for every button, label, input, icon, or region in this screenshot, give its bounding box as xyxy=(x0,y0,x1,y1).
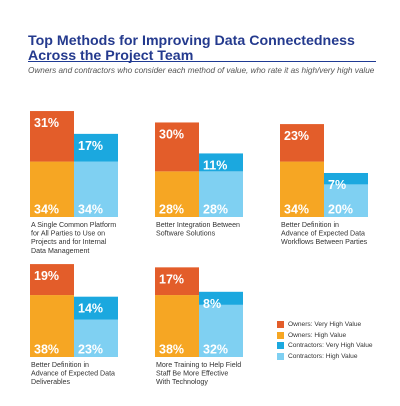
owners-high-bar-2 xyxy=(280,161,324,217)
legend-label: Contractors: High Value xyxy=(288,352,358,360)
category-label-2-line-1: Advance of Expected Data xyxy=(281,230,365,238)
chart-subtitle: Owners and contractors who consider each… xyxy=(28,66,375,75)
contractors-high-label-0: 34% xyxy=(78,203,103,217)
contractors-very-high-bar-1 xyxy=(199,153,243,172)
legend-item: Contractors: Very High Value xyxy=(277,340,373,351)
contractors-high-bar-4 xyxy=(199,304,243,357)
category-label-0-line-1: for All Parties to Use on xyxy=(31,230,105,238)
legend-item: Owners: High Value xyxy=(277,330,373,341)
owners-very-high-bar-2 xyxy=(280,124,324,162)
owners-very-high-bar-4 xyxy=(155,267,199,296)
legend-item: Contractors: High Value xyxy=(277,351,373,362)
owners-very-high-label-2: 23% xyxy=(284,129,309,143)
contractors-very-high-label-4: 8% xyxy=(203,297,221,311)
owners-high-label-3: 38% xyxy=(34,343,59,357)
contractors-high-label-4: 32% xyxy=(203,343,228,357)
category-label-3-line-0: Better Definition in xyxy=(31,361,89,369)
contractors-very-high-label-3: 14% xyxy=(78,302,103,316)
contractors-high-bar-1 xyxy=(199,171,243,217)
category-label-0-line-0: A Single Common Platform xyxy=(31,221,116,229)
owners-very-high-label-3: 19% xyxy=(34,269,59,283)
category-label-4-line-2: With Technology xyxy=(156,378,208,386)
owners-high-bar-1 xyxy=(155,171,199,217)
contractors-high-label-1: 28% xyxy=(203,203,228,217)
legend-label: Contractors: Very High Value xyxy=(288,342,373,350)
title-divider xyxy=(28,61,376,62)
owners-very-high-bar-1 xyxy=(155,122,199,172)
chart-legend: Owners: Very High Value Owners: High Valu… xyxy=(277,319,373,362)
owners-very-high-label-4: 17% xyxy=(159,272,184,286)
contractors-very-high-label-1: 11% xyxy=(203,158,227,172)
chart-title: Top Methods for Improving Data Connected… xyxy=(28,33,355,64)
contractors-very-high-bar-2 xyxy=(324,172,368,185)
contractors-very-high-bar-4 xyxy=(199,291,243,305)
owners-high-label-4: 38% xyxy=(159,343,184,357)
owners-very-high-bar-3 xyxy=(30,264,74,296)
contractors-very-high-label-2: 7% xyxy=(328,178,346,192)
legend-swatch xyxy=(277,342,284,350)
category-label-4-line-0: More Training to Help Field xyxy=(156,361,241,369)
contractors-very-high-bar-3 xyxy=(74,296,118,320)
contractors-very-high-bar-0 xyxy=(74,133,118,162)
legend-item: Owners: Very High Value xyxy=(277,319,373,330)
category-label-1-line-1: Software Solutions xyxy=(156,230,216,238)
owners-high-bar-0 xyxy=(30,161,74,217)
contractors-high-label-2: 20% xyxy=(328,203,353,217)
owners-high-bar-3 xyxy=(30,295,74,357)
category-label-4-line-1: Staff Be More Effective xyxy=(156,370,228,378)
category-label-0-line-3: Data Management xyxy=(31,247,89,255)
legend-label: Owners: Very High Value xyxy=(288,320,362,328)
contractors-high-label-3: 23% xyxy=(78,343,103,357)
legend-swatch xyxy=(277,352,284,360)
owners-very-high-label-1: 30% xyxy=(159,127,184,141)
category-label-2-line-2: Workflows Between Parties xyxy=(281,238,368,246)
legend-swatch xyxy=(277,331,284,339)
contractors-high-bar-3 xyxy=(74,319,118,357)
contractors-high-bar-0 xyxy=(74,161,118,217)
owners-high-label-1: 28% xyxy=(159,203,184,217)
owners-very-high-bar-0 xyxy=(30,111,74,162)
category-label-0-line-2: Projects and for Internal xyxy=(31,238,107,246)
legend-label: Owners: High Value xyxy=(288,331,347,339)
legend-swatch xyxy=(277,320,284,328)
contractors-high-bar-2 xyxy=(324,184,368,217)
owners-high-label-0: 34% xyxy=(34,203,59,217)
contractors-very-high-label-0: 17% xyxy=(78,139,103,153)
owners-high-bar-4 xyxy=(155,295,199,357)
category-label-1-line-0: Better Integration Between xyxy=(156,221,240,229)
owners-very-high-label-0: 31% xyxy=(34,116,59,130)
category-label-2-line-0: Better Definition in xyxy=(281,221,339,229)
owners-high-label-2: 34% xyxy=(284,203,309,217)
category-label-3-line-2: Deliverables xyxy=(31,378,70,386)
category-label-3-line-1: Advance of Expected Data xyxy=(31,370,115,378)
